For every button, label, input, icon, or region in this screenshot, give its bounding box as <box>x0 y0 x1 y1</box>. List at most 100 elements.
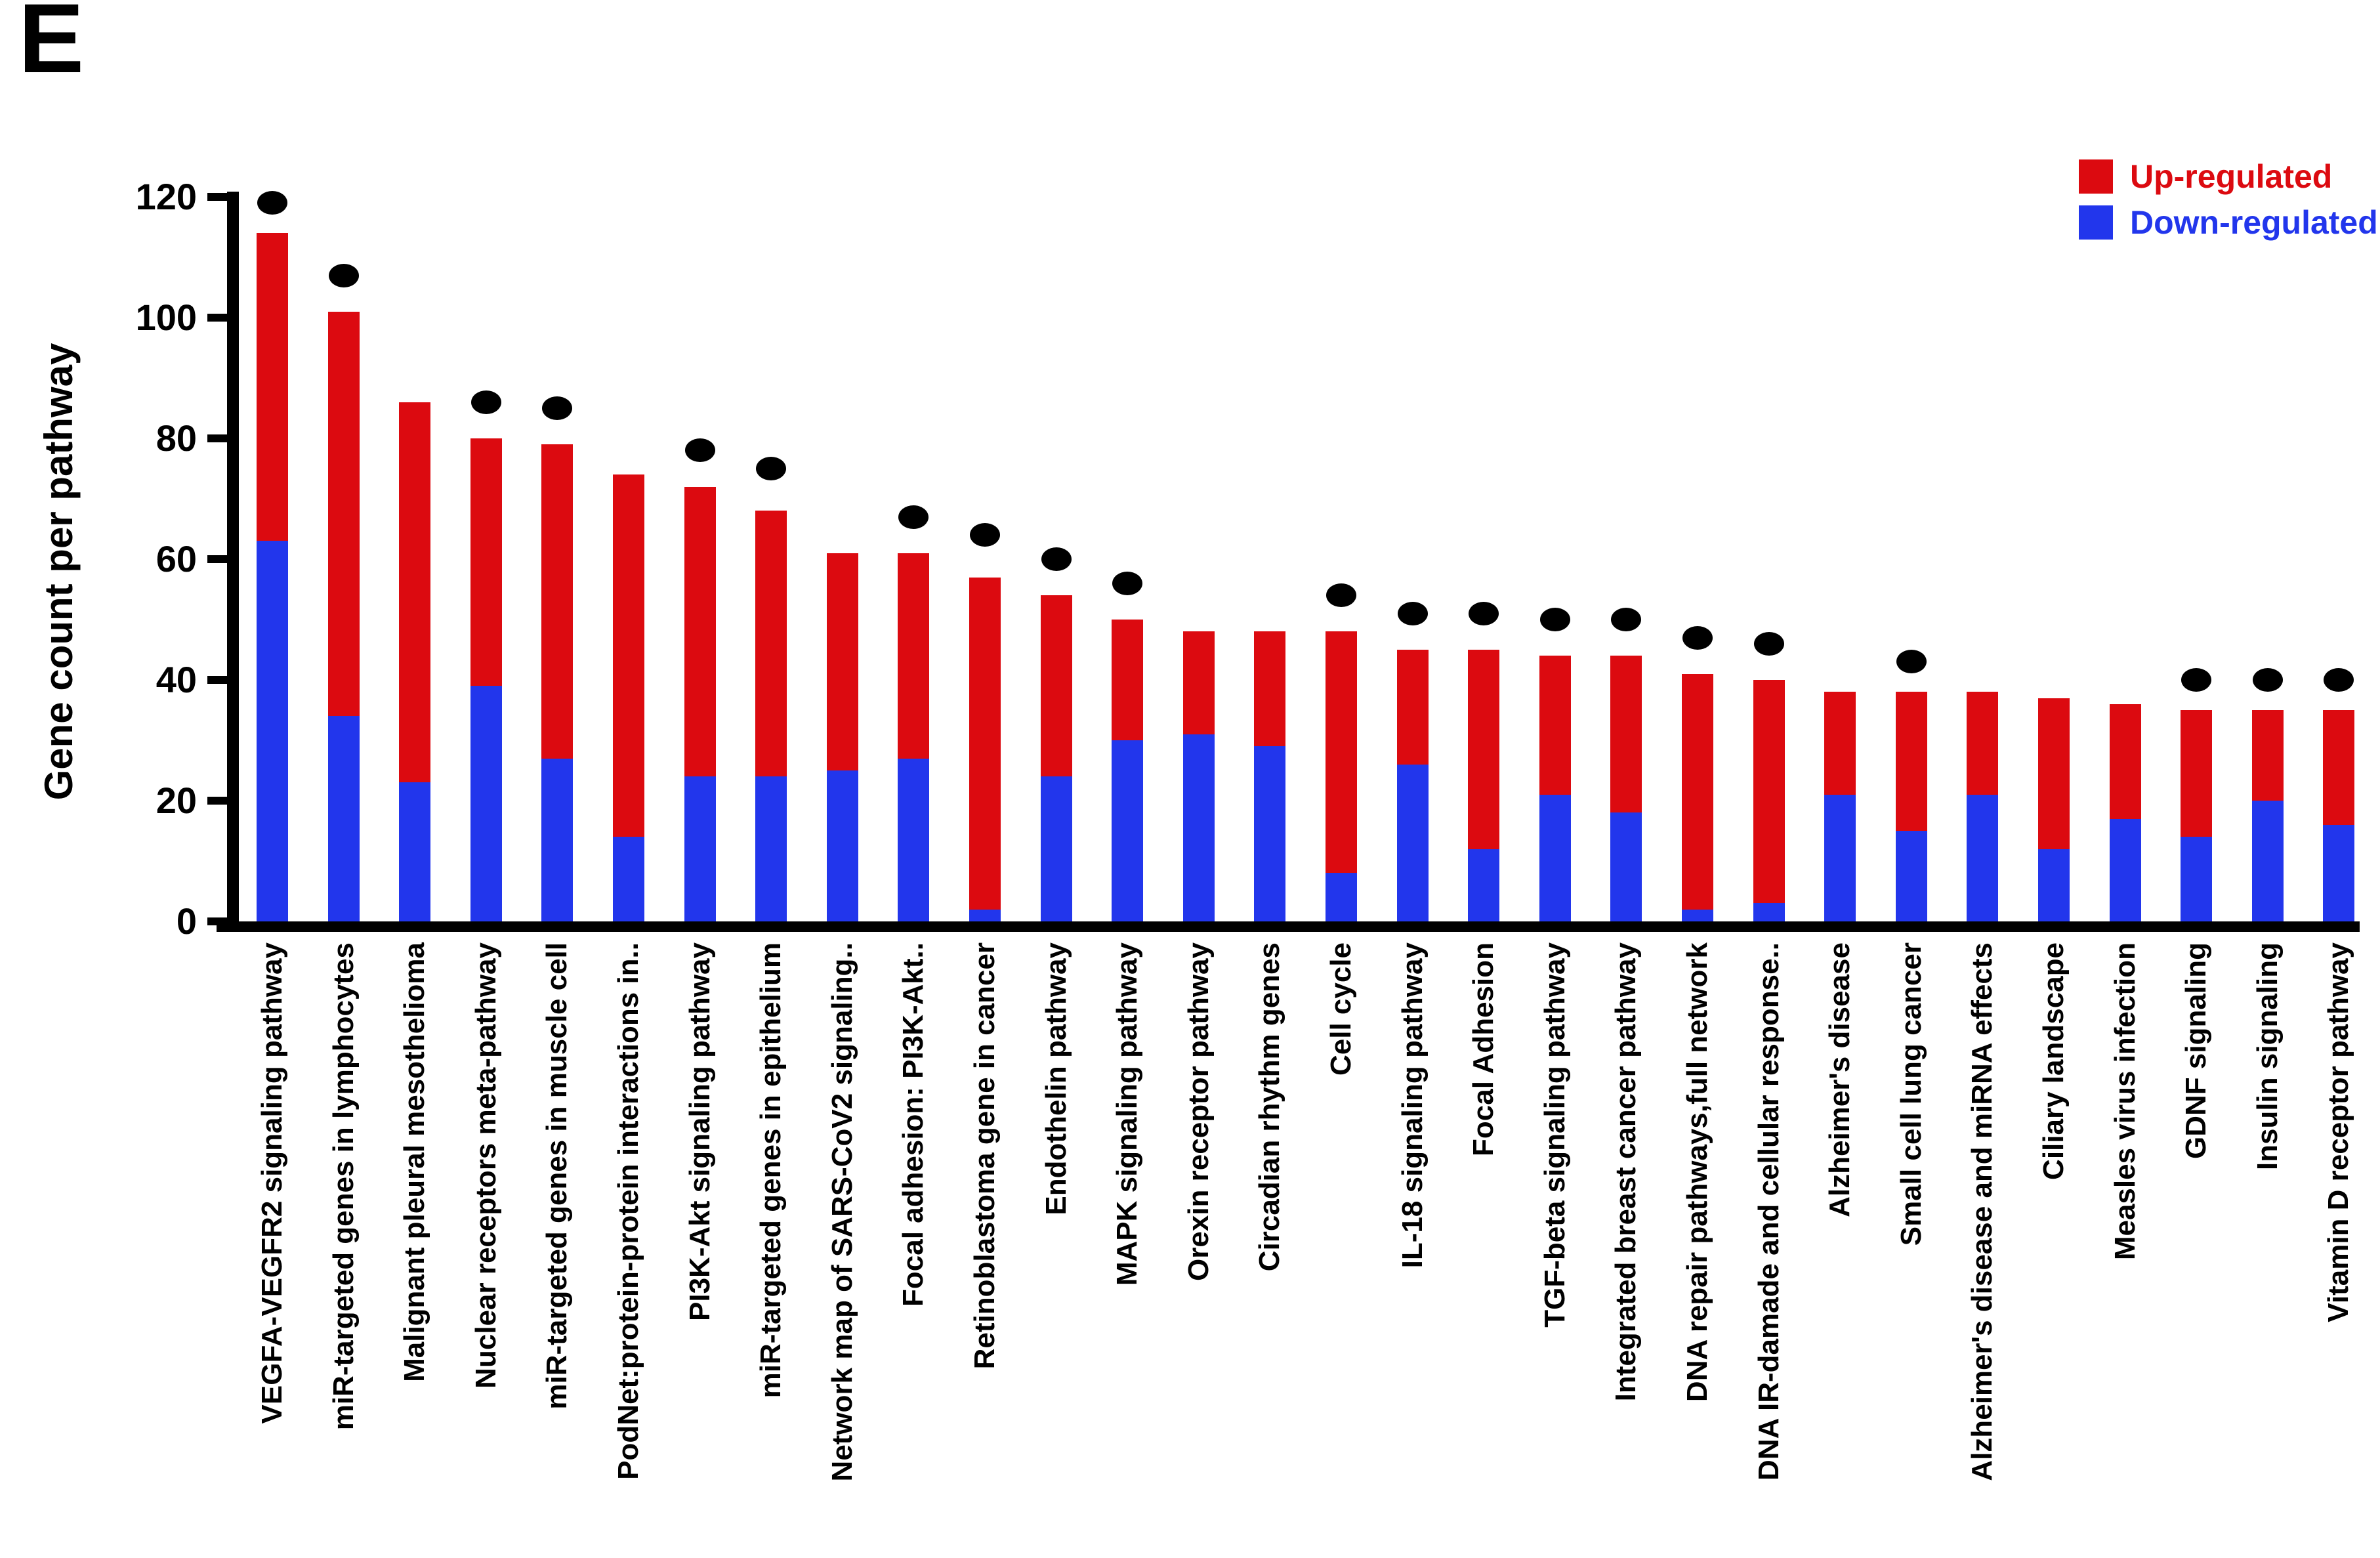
significance-dot <box>2324 668 2354 692</box>
x-category-label: PI3K-Akt signaling pathway <box>683 942 716 1321</box>
bar-segment-down <box>1254 746 1286 921</box>
bar-segment-up <box>2038 698 2070 849</box>
bar-segment-down <box>470 686 502 921</box>
bar-segment-up <box>1182 631 1215 734</box>
x-category-label: Alzheimer's disease <box>1824 942 1856 1217</box>
bar-segment-down <box>1824 794 1856 921</box>
x-category-label: Measles virus infection <box>2108 942 2141 1261</box>
x-category-label: VEGFA-VEGFR2 signaling pathway <box>256 942 288 1424</box>
bar-segment-down <box>1468 849 1500 921</box>
significance-dot <box>1539 608 1570 631</box>
bar-segment-down <box>1539 794 1571 921</box>
bar-segment-up <box>1040 595 1072 777</box>
significance-dot <box>1611 608 1642 631</box>
significance-dot <box>898 505 929 529</box>
significance-dot <box>970 523 1000 547</box>
x-category-label: miR-targeted genes in lymphocytes <box>327 942 360 1431</box>
bar-segment-up <box>257 233 288 541</box>
legend-label-up: Up-regulated <box>2130 158 2333 195</box>
bar-segment-down <box>1396 764 1429 921</box>
y-tick <box>207 917 227 925</box>
bar-segment-up <box>1895 692 1927 831</box>
bar-segment-up <box>1326 631 1357 874</box>
x-category-label: Cell cycle <box>1325 942 1357 1076</box>
significance-dot <box>1896 650 1927 674</box>
x-category-label: Focal Adhesion <box>1467 942 1500 1156</box>
bar-segment-down <box>613 837 644 921</box>
x-category-label: Nuclear receptors meta-pathway <box>469 942 502 1389</box>
significance-dot <box>1469 601 1499 625</box>
x-category-label: Alzheimer's disease and miRNA effects <box>1966 942 1999 1481</box>
y-tick-label: 40 <box>156 659 197 700</box>
bar-segment-up <box>969 577 1001 910</box>
bar-segment-up <box>684 486 716 777</box>
y-tick <box>207 434 227 442</box>
significance-dot <box>1112 571 1143 595</box>
bar-segment-up <box>1824 692 1856 795</box>
x-category-label: Small cell lung cancer <box>1894 942 1927 1246</box>
significance-dot <box>1682 625 1713 650</box>
bar-segment-up <box>1753 680 1785 904</box>
x-category-label: PodNet:protein-protein interactions in.. <box>612 942 644 1480</box>
legend-item-up: Up-regulated <box>2079 158 2378 196</box>
bar-segment-up <box>2181 710 2213 837</box>
x-category-label: Insulin signaling <box>2251 942 2284 1171</box>
bar-segment-up <box>1468 650 1500 849</box>
bar-segment-down <box>2181 837 2213 921</box>
bar-segment-down <box>1682 909 1713 921</box>
x-category-label: Focal adhesion: PI3K-Akt.. <box>897 942 930 1307</box>
bar-segment-up <box>1539 656 1571 795</box>
y-tick-label: 0 <box>176 900 197 942</box>
x-category-label: Network map of SARS-CoV2 signaling.. <box>825 942 858 1482</box>
bar-segment-up <box>470 438 502 686</box>
bar-segment-down <box>257 541 288 921</box>
bar-segment-up <box>2323 710 2355 825</box>
y-tick <box>207 555 227 563</box>
bar-segment-down <box>1112 740 1144 921</box>
x-category-label: Malignant pleural mesothelioma <box>398 942 431 1382</box>
significance-dot <box>1397 601 1428 625</box>
bar-segment-down <box>2109 818 2141 921</box>
bar-segment-up <box>541 444 574 759</box>
bar-segment-down <box>826 770 858 921</box>
x-category-label: Endothelin pathway <box>1039 942 1072 1215</box>
y-tick-label: 60 <box>156 538 197 579</box>
bar-segment-down <box>1182 734 1215 921</box>
x-category-label: MAPK signaling pathway <box>1111 942 1144 1286</box>
bar-segment-down <box>684 776 716 921</box>
bar-segment-down <box>755 776 787 921</box>
bar-segment-down <box>327 716 360 921</box>
significance-dot <box>1753 631 1784 656</box>
bar-segment-down <box>2323 824 2355 921</box>
bar-segment-down <box>1040 776 1072 921</box>
y-tick-label: 80 <box>156 417 197 459</box>
up-regulated-swatch-icon <box>2079 159 2113 194</box>
bar-segment-down <box>1967 794 1999 921</box>
significance-dot <box>756 457 787 480</box>
bar-segment-down <box>898 758 930 921</box>
legend: Up-regulated Down-regulated <box>2079 158 2378 249</box>
y-tick-label: 120 <box>135 176 197 217</box>
bar-segment-down <box>1326 873 1357 921</box>
bar-segment-up <box>613 474 644 837</box>
bar-segment-down <box>399 782 431 921</box>
x-category-label: TGF-beta signaling pathway <box>1538 942 1571 1328</box>
bar-segment-up <box>1396 650 1429 765</box>
y-tick <box>207 676 227 684</box>
x-category-label: miR-targeted genes in epithelium <box>755 942 787 1399</box>
y-tick <box>207 797 227 805</box>
x-category-label: Circadian rhythm genes <box>1253 942 1286 1272</box>
bar-segment-up <box>399 402 431 783</box>
bar-segment-up <box>1610 656 1642 813</box>
x-category-label: DNA IR-damade and cellular response.. <box>1752 942 1785 1481</box>
panel-letter: E <box>18 0 85 93</box>
y-tick-label: 20 <box>156 780 197 821</box>
bar-segment-down <box>2038 849 2070 921</box>
significance-dot <box>2181 668 2212 692</box>
y-tick-label: 100 <box>135 297 197 338</box>
bar-segment-down <box>1895 831 1927 921</box>
significance-dot <box>257 191 287 215</box>
significance-dot <box>684 438 715 463</box>
significance-dot <box>328 263 359 287</box>
legend-item-down: Down-regulated <box>2079 203 2378 242</box>
